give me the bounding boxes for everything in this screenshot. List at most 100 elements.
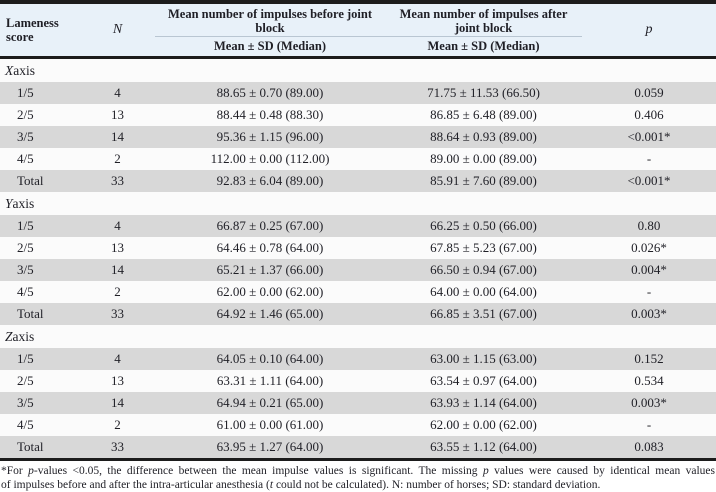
table-footnote: *For p-values <0.05, the difference betw… (0, 461, 716, 492)
section-header-row: X axis (0, 59, 716, 82)
cell-n: 33 (111, 173, 124, 188)
cell-n: 4 (114, 218, 121, 233)
cell-before: 95.36 ± 1.15 (96.00) (216, 129, 324, 144)
cell-score: 2/5 (17, 240, 34, 255)
cell-score: 2/5 (17, 373, 34, 388)
cell-n: 33 (111, 439, 124, 454)
footnote-segment: p (28, 465, 34, 477)
table-row: 3/5 14 95.36 ± 1.15 (96.00) 88.64 ± 0.93 (8… (0, 126, 716, 148)
cell-p: - (646, 417, 652, 432)
cell-score: Total (17, 306, 44, 321)
axis-letter: X (5, 62, 14, 78)
cell-score: 3/5 (17, 395, 34, 410)
cell-score: 1/5 (17, 351, 34, 366)
cell-n: 13 (111, 107, 124, 122)
footnote-segment: t (269, 479, 274, 491)
table-row: 4/5 2 62.00 ± 0.00 (62.00) 64.00 ± 0.00 (64… (0, 281, 716, 303)
table-row: 4/5 2 112.00 ± 0.00 (112.00) 89.00 ± 0.00 (… (0, 148, 716, 170)
table-row: 2/5 13 88.44 ± 0.48 (88.30) 86.85 ± 6.48 (8… (0, 104, 716, 126)
table-row: 2/5 13 63.31 ± 1.11 (64.00) 63.54 ± 0.97 (6… (0, 370, 716, 392)
cell-p: 0.406 (634, 107, 664, 122)
header-after-title: Mean number of impulses after joint bloc… (385, 4, 582, 37)
cell-after: 63.93 ± 1.14 (64.00) (430, 395, 537, 410)
axis-letter: Z (5, 328, 13, 344)
cell-score: 3/5 (17, 262, 34, 277)
cell-score: 4/5 (17, 284, 34, 299)
cell-p: <0.001* (627, 173, 671, 188)
cell-p: 0.059 (634, 85, 664, 100)
header-before-group: Mean number of impulses before joint blo… (155, 4, 385, 56)
cell-n: 14 (111, 262, 124, 277)
cell-after: 63.55 ± 1.12 (64.00) (430, 439, 537, 454)
cell-after: 86.85 ± 6.48 (89.00) (430, 107, 537, 122)
cell-after: 71.75 ± 11.53 (66.50) (427, 85, 540, 100)
cell-before: 65.21 ± 1.37 (66.00) (216, 262, 324, 277)
table-body: X axis 1/5 4 88.65 ± 0.70 (89.00) 71.75 ± 11… (0, 59, 716, 461)
section-header-row: Y axis (0, 192, 716, 215)
header-lameness-score: Lameness score (6, 16, 59, 44)
cell-after: 62.00 ± 0.00 (62.00) (430, 417, 537, 432)
cell-p: 0.80 (637, 218, 661, 233)
cell-p: 0.003* (631, 306, 667, 321)
cell-score: Total (17, 439, 44, 454)
cell-p: 0.152 (634, 351, 664, 366)
cell-p: 0.083 (634, 439, 664, 454)
cell-n: 14 (111, 129, 124, 144)
footnote-segment: could not be calculated). N: number of h… (273, 479, 601, 491)
footnote-line-1: *For p-values <0.05, the difference betw… (1, 464, 715, 478)
cell-n: 2 (114, 417, 121, 432)
footnote-segment: *For (1, 465, 29, 477)
cell-score: 1/5 (17, 218, 34, 233)
cell-before: 88.65 ± 0.70 (89.00) (216, 85, 324, 100)
cell-before: 66.87 ± 0.25 (67.00) (216, 218, 324, 233)
cell-after: 89.00 ± 0.00 (89.00) (430, 151, 537, 166)
cell-before: 64.92 ± 1.46 (65.00) (216, 306, 324, 321)
cell-score: 2/5 (17, 107, 34, 122)
cell-before: 62.00 ± 0.00 (62.00) (216, 284, 324, 299)
cell-score: 3/5 (17, 129, 34, 144)
cell-score: 4/5 (17, 417, 34, 432)
axis-letter: Y (5, 195, 13, 211)
footnote-segment: p (482, 465, 489, 477)
cell-before: 64.46 ± 0.78 (64.00) (216, 240, 324, 255)
cell-after: 63.00 ± 1.15 (63.00) (430, 351, 537, 366)
table-row: 1/5 4 66.87 ± 0.25 (67.00) 66.25 ± 0.50 (66… (0, 215, 716, 237)
footnote-segment: of impulses before and after the intra-a… (1, 479, 270, 491)
cell-after: 63.54 ± 0.97 (64.00) (430, 373, 537, 388)
table-row: 2/5 13 64.46 ± 0.78 (64.00) 67.85 ± 5.23 (6… (0, 237, 716, 259)
cell-after: 66.85 ± 3.51 (67.00) (430, 306, 537, 321)
table-row: 1/5 4 64.05 ± 0.10 (64.00) 63.00 ± 1.15 (63… (0, 348, 716, 370)
cell-score: 4/5 (17, 151, 34, 166)
cell-before: 64.05 ± 0.10 (64.00) (216, 351, 324, 366)
cell-after: 67.85 ± 5.23 (67.00) (430, 240, 537, 255)
cell-n: 2 (114, 151, 121, 166)
header-after-group: Mean number of impulses after joint bloc… (385, 4, 582, 56)
cell-before: 61.00 ± 0.00 (61.00) (216, 417, 324, 432)
cell-after: 66.50 ± 0.94 (67.00) (430, 262, 537, 277)
cell-n: 2 (114, 284, 121, 299)
table-row: 4/5 2 61.00 ± 0.00 (61.00) 62.00 ± 0.00 (62… (0, 414, 716, 436)
cell-score: Total (17, 173, 44, 188)
footnote-segment: -values <0.05, the difference between th… (33, 465, 483, 477)
cell-p: 0.003* (631, 395, 667, 410)
table-row: 3/5 14 65.21 ± 1.37 (66.00) 66.50 ± 0.94 (6… (0, 259, 716, 281)
cell-n: 4 (114, 85, 121, 100)
section-header-row: Z axis (0, 325, 716, 348)
axis-word: axis (13, 62, 35, 78)
table-header: Lameness score N Mean number of impulses… (0, 0, 716, 59)
table-row: 3/5 14 64.94 ± 0.21 (65.00) 63.93 ± 1.14 (6… (0, 392, 716, 414)
table-row: Total 33 63.95 ± 1.27 (64.00) 63.55 ± 1.12 … (0, 436, 716, 458)
cell-n: 4 (114, 351, 121, 366)
footnote-segment: values were caused by identical mean val… (488, 465, 715, 477)
cell-score: 1/5 (17, 85, 34, 100)
header-n: N (112, 22, 123, 37)
cell-before: 63.31 ± 1.11 (64.00) (216, 373, 324, 388)
footnote-line-2: of impulses before and after the intra-a… (1, 478, 715, 492)
cell-p: - (646, 284, 652, 299)
header-p: p (645, 22, 653, 37)
cell-p: <0.001* (627, 129, 671, 144)
header-after-subtitle: Mean ± SD (Median) (427, 39, 540, 53)
table-row: Total 33 92.83 ± 6.04 (89.00) 85.91 ± 7.60 … (0, 170, 716, 192)
cell-before: 64.94 ± 0.21 (65.00) (216, 395, 324, 410)
